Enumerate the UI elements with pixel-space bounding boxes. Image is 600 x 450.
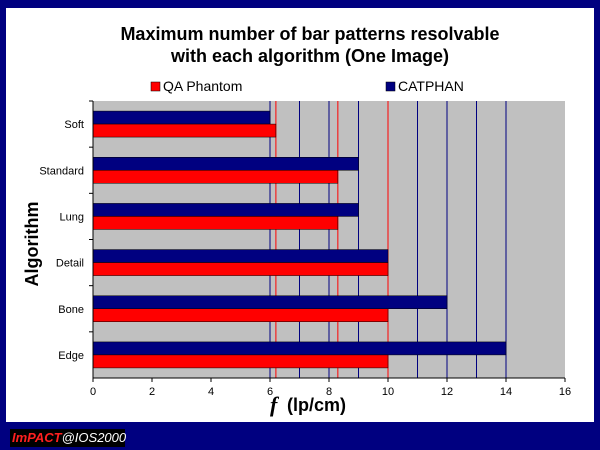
bar-qa-phantom-lung (92, 216, 339, 230)
bar-catphan-soft (92, 110, 271, 125)
category-label-edge: Edge (58, 350, 84, 362)
footer-brand: ImPACT (12, 430, 62, 445)
x-axis-ticks: 0 2 4 6 8 10 12 14 16 (90, 378, 571, 398)
bar-catphan-standard (92, 157, 359, 171)
bar-catphan-edge (92, 341, 507, 356)
chart-title-line1: Maximum number of bar patterns resolvabl… (120, 24, 499, 44)
category-label-bone: Bone (58, 304, 84, 316)
legend-label-qa-phantom: QA Phantom (163, 78, 242, 94)
chart-panel: Maximum number of bar patterns resolvabl… (6, 8, 594, 422)
footer-logo: ImPACT@IOS2000 (10, 429, 127, 447)
legend-swatch-catphan (385, 81, 396, 92)
category-labels: Soft Standard Lung Detail Bone Edge (39, 100, 93, 362)
x-tick-label-6: 6 (267, 386, 273, 398)
bar-catphan-lung (92, 203, 359, 217)
x-tick-label-16: 16 (559, 386, 571, 398)
y-axis-label: Algorithm (22, 202, 42, 287)
category-label-lung: Lung (60, 211, 84, 223)
bar-catphan-bone (92, 295, 448, 309)
bar-qa-phantom-edge (92, 354, 389, 369)
legend: QA Phantom CATPHAN (150, 78, 464, 94)
x-tick-label-12: 12 (441, 386, 453, 398)
x-tick-label-0: 0 (90, 386, 96, 398)
x-axis-unit-label: (lp/cm) (287, 395, 346, 415)
chart-title-line2: with each algorithm (One Image) (170, 46, 449, 66)
category-label-standard: Standard (39, 165, 84, 177)
legend-label-catphan: CATPHAN (398, 78, 464, 94)
bar-chart: Maximum number of bar patterns resolvabl… (22, 24, 571, 417)
bar-qa-phantom-standard (92, 170, 339, 184)
x-tick-label-2: 2 (149, 386, 155, 398)
legend-swatch-qa-phantom (150, 81, 161, 92)
category-label-detail: Detail (56, 258, 84, 270)
x-tick-label-10: 10 (382, 386, 394, 398)
bar-qa-phantom-soft (92, 123, 277, 138)
x-tick-label-14: 14 (500, 386, 512, 398)
reference-lines (269, 101, 507, 378)
x-axis-symbol: f (270, 392, 280, 417)
bar-qa-phantom-bone (92, 308, 389, 322)
x-tick-label-8: 8 (326, 386, 332, 398)
footer-conference: @IOS2000 (61, 430, 127, 445)
bars (92, 110, 507, 369)
x-tick-label-4: 4 (208, 386, 214, 398)
bar-qa-phantom-detail (92, 262, 389, 276)
category-label-soft: Soft (64, 119, 84, 131)
bar-catphan-detail (92, 249, 389, 263)
